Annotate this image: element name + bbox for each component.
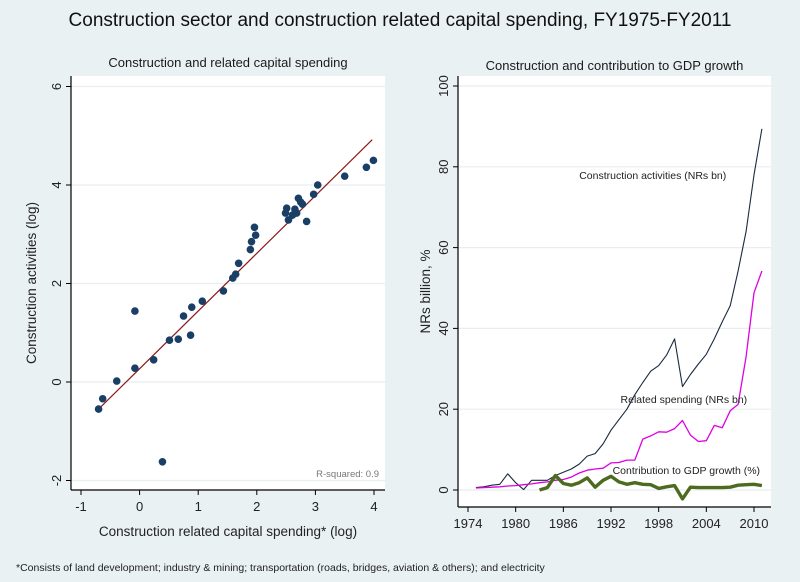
scatter-point (174, 335, 183, 343)
scatter-point (179, 312, 188, 320)
scatter-point (94, 405, 103, 413)
line-y-tick-label: 0 (436, 486, 451, 493)
line-y-tick-label: 40 (436, 321, 451, 335)
scatter-point (187, 303, 196, 311)
scatter-y-tick-label: -2 (49, 475, 64, 487)
line-x-tick-label: 1998 (644, 516, 673, 531)
scatter-y-axis-title: Construction activities (log) (24, 202, 39, 364)
scatter-point (282, 204, 291, 212)
scatter-point (251, 231, 260, 240)
line-x-tick-label: 1974 (454, 516, 483, 531)
scatter-point (298, 200, 307, 209)
scatter-y-tick-label: 2 (49, 280, 64, 287)
scatter-point (198, 297, 207, 306)
scatter-point (340, 172, 349, 180)
scatter-x-tick-label: 4 (370, 499, 377, 514)
line-y-axis-title: NRs billion, % (418, 249, 433, 333)
scatter-point (302, 217, 311, 226)
related-spending-line (475, 270, 763, 489)
scatter-point (186, 331, 195, 340)
line-y-tick-label: 60 (436, 240, 451, 254)
line-x-tick-label: 2004 (692, 516, 721, 531)
scatter-y-tick-label: 6 (49, 83, 64, 90)
scatter-point (112, 377, 121, 385)
construction-activities-line (475, 128, 763, 491)
scatter-x-tick-label: -1 (75, 499, 87, 514)
main-title: Construction sector and construction rel… (68, 10, 732, 31)
line-y-tick-label: 20 (436, 402, 451, 416)
scatter-x-tick-label: 1 (195, 499, 202, 514)
scatter-point (250, 223, 259, 232)
scatter-point (369, 156, 378, 165)
scatter-point (131, 364, 139, 373)
scatter-point (149, 356, 158, 364)
line-plot-area (458, 76, 771, 507)
scatter-y-tick-label: 4 (49, 181, 64, 188)
scatter-point (246, 245, 255, 254)
line-y-tick-label: 80 (436, 160, 451, 174)
line-x-tick-label: 2010 (740, 516, 769, 531)
scatter-point (247, 237, 256, 246)
gdp-contribution-label: Contribution to GDP growth (%) (613, 465, 760, 477)
scatter-point (234, 259, 243, 268)
scatter-point (362, 163, 371, 172)
line-x-tick-label: 1986 (549, 516, 578, 531)
scatter-panel-title: Construction and related capital spendin… (108, 55, 348, 70)
scatter-point (219, 287, 228, 295)
scatter-point (313, 181, 322, 189)
scatter-point (231, 270, 240, 278)
scatter-point (98, 394, 107, 403)
scatter-point (131, 307, 139, 315)
related-spending-label: Related spending (NRs bn) (621, 394, 748, 406)
scatter-point (292, 209, 301, 217)
scatter-point (158, 457, 167, 466)
scatter-x-tick-label: 2 (253, 499, 260, 514)
scatter-y-tick-label: 0 (49, 378, 64, 385)
line-x-tick-label: 1980 (501, 516, 530, 531)
scatter-point (309, 190, 318, 199)
line-panel-title: Construction and contribution to GDP gro… (485, 58, 744, 73)
scatter-x-tick-label: 0 (136, 499, 143, 514)
r-squared-annotation: R-squared: 0.9 (316, 469, 379, 480)
scatter-x-axis-title: Construction related capital spending* (… (99, 524, 357, 539)
gdp-contribution-line (539, 473, 763, 501)
line-x-tick-label: 1992 (597, 516, 626, 531)
construction-activities-label: Construction activities (NRs bn) (579, 170, 726, 182)
line-y-tick-label: 100 (436, 75, 451, 97)
footnote: *Consists of land development; industry … (16, 562, 545, 574)
scatter-x-tick-label: 3 (312, 499, 319, 514)
scatter-point (165, 336, 174, 344)
